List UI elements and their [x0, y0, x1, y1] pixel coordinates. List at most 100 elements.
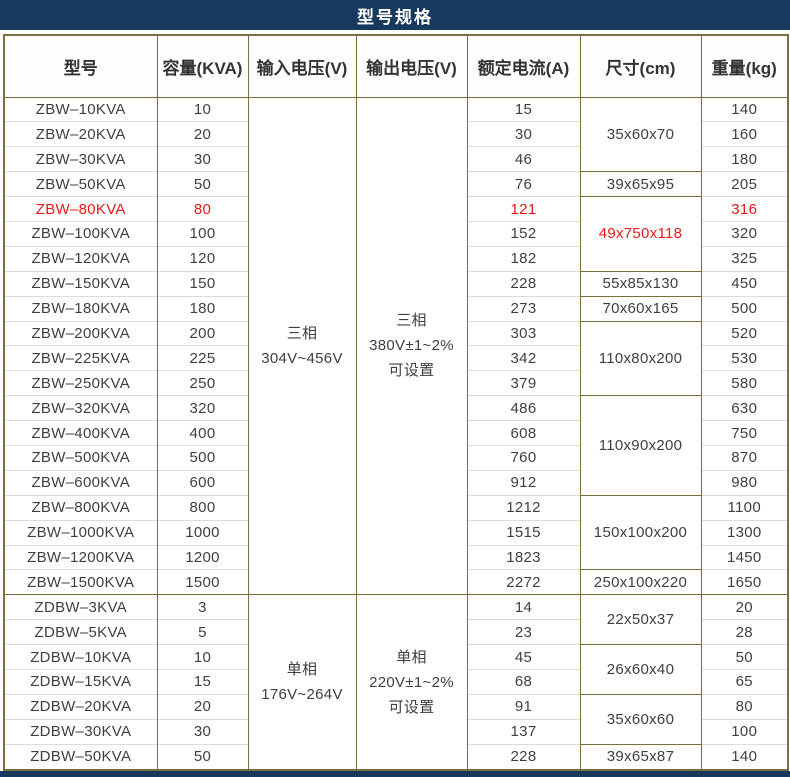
current-cell: 2272 [466, 569, 581, 595]
table-row: ZDBW–15KVA 15 68 65 [3, 668, 789, 695]
input-voltage-cell: 三相 304V~456V [247, 96, 357, 595]
model-cell: ZBW–80KVA [3, 196, 158, 222]
current-cell: 228 [466, 743, 581, 770]
capacity-cell: 50 [156, 743, 249, 770]
model-cell: ZBW–1500KVA [3, 569, 158, 595]
model-cell: ZBW–400KVA [3, 420, 158, 446]
dimension-cell: 70x60x165 [579, 295, 702, 322]
table-row: ZBW–225KVA 225 342 530 [3, 345, 789, 371]
weight-cell: 630 [700, 395, 789, 421]
weight-cell: 870 [700, 444, 789, 471]
table-row: ZBW–1000KVA 1000 1515 1300 [3, 519, 789, 546]
model-cell: ZBW–180KVA [3, 295, 158, 322]
capacity-cell: 800 [156, 494, 249, 521]
dimension-cell: 150x100x200 [579, 494, 702, 571]
model-cell: ZDBW–3KVA [3, 594, 158, 620]
table-row: ZBW–180KVA 180 273 70x60x165 500 [3, 295, 789, 322]
column-header-2: 容量(KVA) [156, 34, 249, 98]
model-cell: ZBW–20KVA [3, 121, 158, 147]
capacity-cell: 10 [156, 644, 249, 670]
capacity-cell: 225 [156, 345, 249, 371]
current-cell: 379 [466, 370, 581, 396]
weight-cell: 65 [700, 668, 789, 695]
model-cell: ZDBW–50KVA [3, 743, 158, 770]
weight-cell: 28 [700, 619, 789, 645]
current-cell: 182 [466, 245, 581, 272]
voltage-line: 380V±1~2% [369, 337, 454, 355]
capacity-cell: 180 [156, 295, 249, 322]
capacity-cell: 3 [156, 594, 249, 620]
current-cell: 91 [466, 693, 581, 720]
table-row: ZDBW–10KVA 10 45 26x60x40 50 [3, 644, 789, 695]
dimension-cell: 39x65x87 [579, 743, 702, 771]
voltage-line: 三相 [286, 324, 318, 342]
weight-cell: 20 [700, 594, 789, 620]
weight-cell: 1100 [700, 494, 789, 521]
dimension-cell: 110x90x200 [579, 395, 702, 496]
model-cell: ZBW–250KVA [3, 370, 158, 396]
current-cell: 760 [466, 444, 581, 471]
model-cell: ZBW–600KVA [3, 469, 158, 496]
model-cell: ZBW–150KVA [3, 270, 158, 297]
header-row: 型号 容量(KVA) 输入电压(V) 输出电压(V) 额定电流(A) 尺寸(cm) 重量(k… [3, 34, 789, 98]
table-row: ZDBW–3KVA 3 单相 176V~264V 单相 220V±1~2% 可设置 14 22x… [3, 594, 789, 770]
model-cell: ZDBW–30KVA [3, 718, 158, 745]
model-cell: ZBW–1000KVA [3, 519, 158, 546]
weight-cell: 140 [700, 743, 789, 770]
weight-cell: 980 [700, 469, 789, 496]
output-voltage-cell: 单相 220V±1~2% 可设置 [355, 594, 468, 770]
current-cell: 1823 [466, 544, 581, 570]
table-row: ZBW–400KVA 400 608 750 [3, 420, 789, 446]
current-cell: 152 [466, 220, 581, 247]
model-cell: ZBW–320KVA [3, 395, 158, 421]
weight-cell: 160 [700, 121, 789, 147]
current-cell: 121 [466, 196, 581, 222]
capacity-cell: 30 [156, 718, 249, 745]
weight-cell: 50 [700, 644, 789, 670]
capacity-cell: 120 [156, 245, 249, 272]
capacity-cell: 250 [156, 370, 249, 396]
current-cell: 45 [466, 644, 581, 670]
table-row: ZBW–150KVA 150 228 55x85x130 450 [3, 270, 789, 297]
table-row: ZBW–250KVA 250 379 580 [3, 370, 789, 396]
voltage-line: 三相 [396, 312, 427, 330]
current-cell: 76 [466, 171, 581, 197]
current-cell: 30 [466, 121, 581, 147]
table-row: ZBW–1500KVA 1500 2272 250x100x220 1650 [3, 569, 789, 596]
model-cell: ZBW–100KVA [3, 220, 158, 247]
model-cell: ZBW–50KVA [3, 171, 158, 197]
model-cell: ZBW–30KVA [3, 146, 158, 172]
table-row: ZBW–80KVA 80 121 49x750x118 316 [3, 196, 789, 272]
column-header-1: 型号 [3, 34, 158, 98]
table-row: ZBW–500KVA 500 760 870 [3, 444, 789, 471]
table-row: ZBW–100KVA 100 152 320 [3, 220, 789, 247]
weight-cell: 1300 [700, 519, 789, 546]
dimension-cell: 55x85x130 [579, 270, 702, 297]
weight-cell: 530 [700, 345, 789, 371]
weight-cell: 520 [700, 320, 789, 346]
capacity-cell: 150 [156, 270, 249, 297]
current-cell: 303 [466, 320, 581, 346]
dimension-cell: 49x750x118 [579, 196, 702, 272]
capacity-cell: 20 [156, 121, 249, 147]
weight-cell: 180 [700, 146, 789, 172]
weight-cell: 80 [700, 693, 789, 720]
model-cell: ZBW–1200KVA [3, 544, 158, 570]
capacity-cell: 400 [156, 420, 249, 446]
spec-table: 型号 容量(KVA) 输入电压(V) 输出电压(V) 额定电流(A) 尺寸(cm) 重量(k… [3, 34, 789, 771]
model-cell: ZBW–500KVA [3, 444, 158, 471]
capacity-cell: 320 [156, 395, 249, 421]
current-cell: 273 [466, 295, 581, 322]
model-cell: ZDBW–10KVA [3, 644, 158, 670]
table-row: ZDBW–30KVA 30 137 100 [3, 718, 789, 745]
column-header-7: 重量(kg) [700, 34, 789, 98]
current-cell: 342 [466, 345, 581, 371]
table-row: ZBW–50KVA 50 76 39x65x95 205 [3, 171, 789, 198]
model-cell: ZBW–10KVA [3, 96, 158, 122]
table-row: ZBW–20KVA 20 30 160 [3, 121, 789, 147]
column-header-6: 尺寸(cm) [579, 34, 702, 98]
voltage-line: 单相 [286, 661, 318, 679]
page-title: 型号规格 [357, 7, 433, 27]
current-cell: 912 [466, 469, 581, 496]
table-row: ZDBW–20KVA 20 91 35x60x60 80 [3, 693, 789, 745]
